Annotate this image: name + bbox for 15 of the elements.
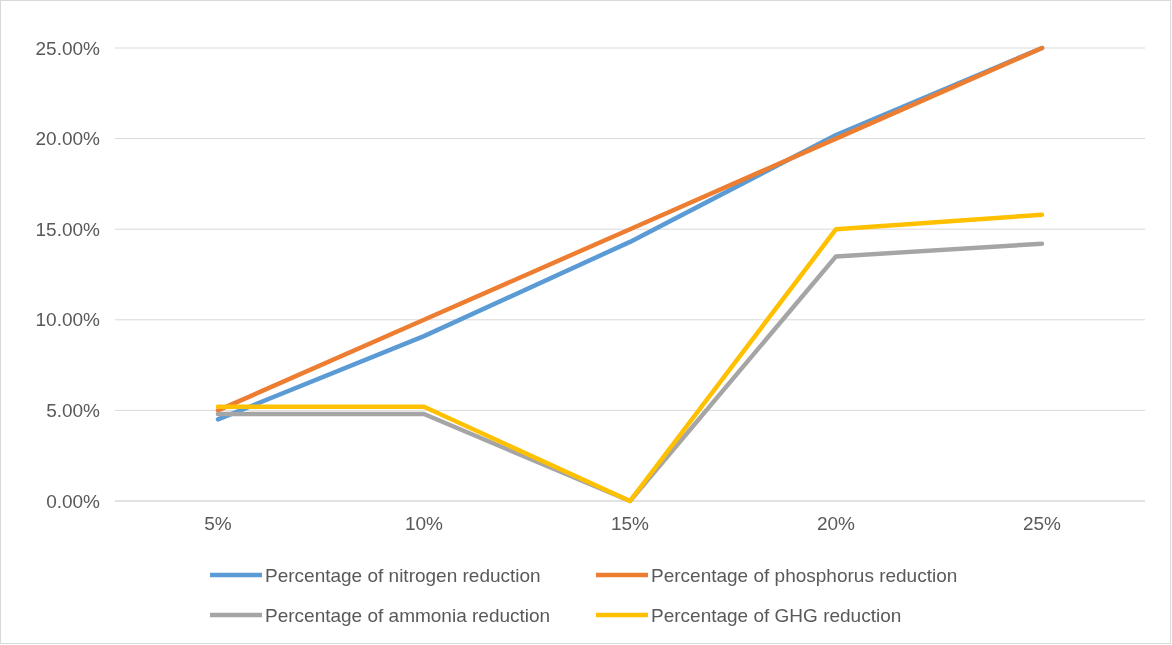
x-tick-label: 25%: [1022, 513, 1062, 534]
y-tick-label: 20.00%: [35, 128, 101, 150]
legend-label: Percentage of phosphorus reduction: [651, 564, 958, 586]
y-tick-label: 15.00%: [35, 218, 101, 240]
x-tick-label: 20%: [816, 513, 856, 534]
y-tick-label: 0.00%: [46, 490, 101, 512]
x-tick-label: 10%: [404, 513, 444, 534]
x-tick-label: 15%: [610, 513, 650, 534]
y-tick-label: 25.00%: [35, 37, 101, 59]
legend-label: Percentage of nitrogen reduction: [265, 564, 541, 586]
legend-label: Percentage of GHG reduction: [651, 604, 902, 626]
y-tick-label: 10.00%: [35, 309, 101, 331]
x-tick-label: 5%: [204, 513, 232, 534]
legend-label: Percentage of ammonia reduction: [265, 604, 551, 626]
y-tick-label: 5.00%: [46, 400, 101, 422]
